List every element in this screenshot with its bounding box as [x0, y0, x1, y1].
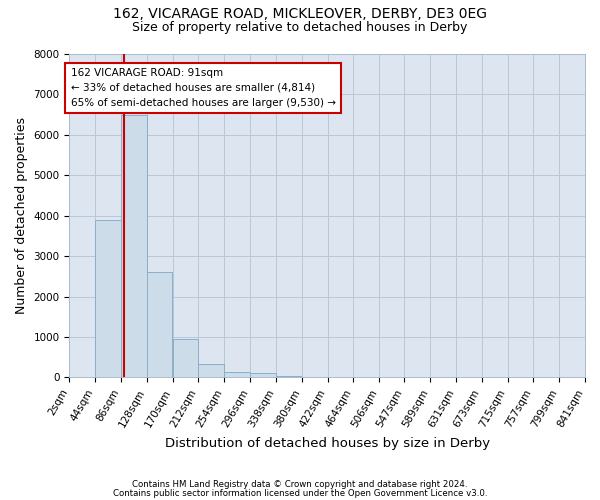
- Bar: [147, 272, 172, 378]
- Text: 162, VICARAGE ROAD, MICKLEOVER, DERBY, DE3 0EG: 162, VICARAGE ROAD, MICKLEOVER, DERBY, D…: [113, 8, 487, 22]
- Text: Contains HM Land Registry data © Crown copyright and database right 2024.: Contains HM Land Registry data © Crown c…: [132, 480, 468, 489]
- Y-axis label: Number of detached properties: Number of detached properties: [15, 117, 28, 314]
- Bar: [199, 364, 224, 378]
- Bar: [121, 114, 146, 378]
- Text: Size of property relative to detached houses in Derby: Size of property relative to detached ho…: [133, 21, 467, 34]
- Bar: [250, 374, 275, 378]
- Text: 162 VICARAGE ROAD: 91sqm
← 33% of detached houses are smaller (4,814)
65% of sem: 162 VICARAGE ROAD: 91sqm ← 33% of detach…: [71, 68, 335, 108]
- Bar: [173, 339, 198, 378]
- Text: Contains public sector information licensed under the Open Government Licence v3: Contains public sector information licen…: [113, 489, 487, 498]
- Bar: [224, 372, 250, 378]
- X-axis label: Distribution of detached houses by size in Derby: Distribution of detached houses by size …: [164, 437, 490, 450]
- Bar: [70, 376, 95, 378]
- Bar: [95, 220, 121, 378]
- Bar: [276, 376, 301, 378]
